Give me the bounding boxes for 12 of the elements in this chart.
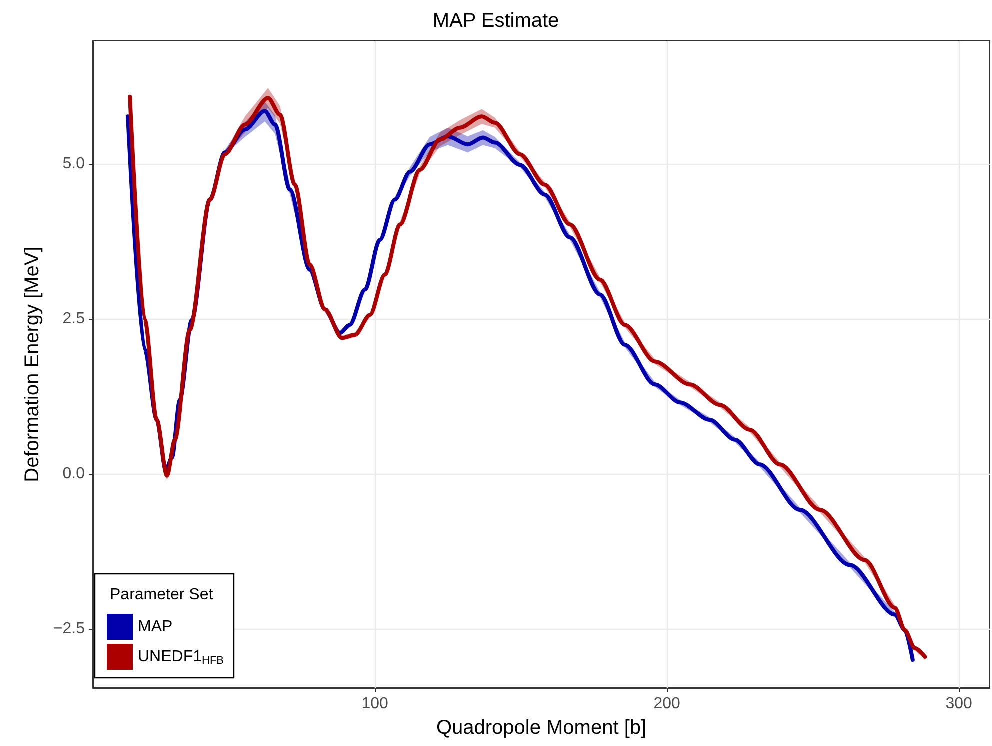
legend-title: Parameter Set — [110, 586, 214, 604]
y-axis-title: Deformation Energy [MeV] — [22, 246, 44, 482]
x-tick-label: 100 — [362, 696, 389, 712]
x-axis-title: Quadropole Moment [b] — [436, 717, 647, 739]
legend-label: MAP — [138, 618, 173, 636]
x-tick-label: 200 — [654, 696, 680, 712]
x-tick-label: 300 — [946, 696, 972, 712]
y-tick-label: 2.5 — [62, 310, 86, 328]
y-tick-label: 0.0 — [62, 465, 86, 482]
chart-title: MAP Estimate — [432, 10, 560, 32]
y-tick-label: −2.5 — [53, 620, 86, 638]
y-tick-label: 5.0 — [62, 155, 86, 172]
